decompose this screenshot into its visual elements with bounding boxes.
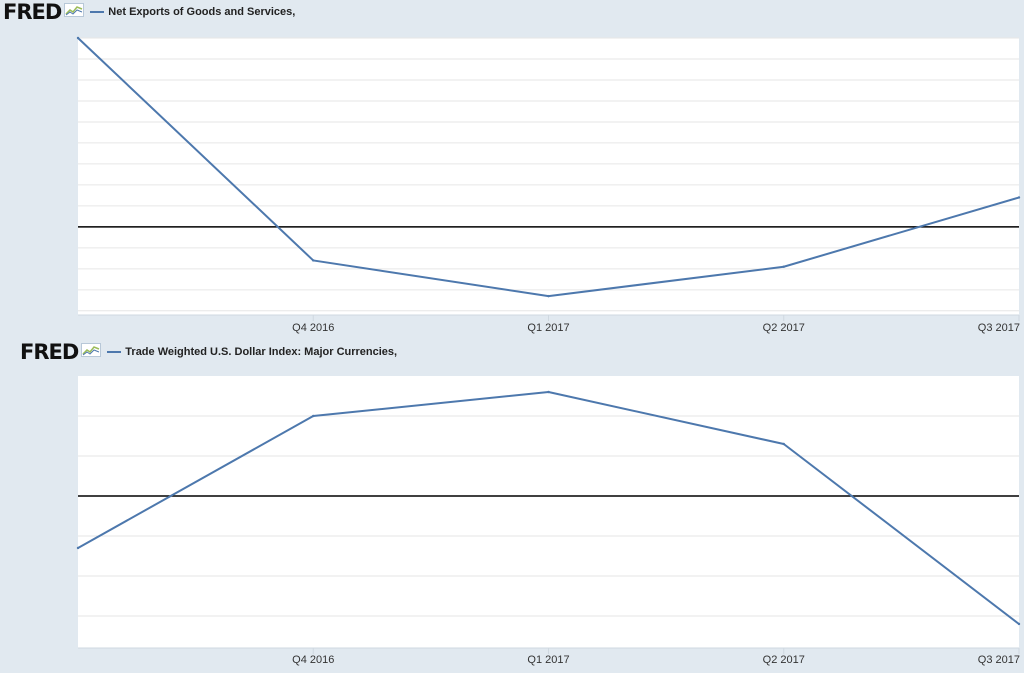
fred-logo: FRED xyxy=(20,339,79,364)
bottom-chart-header: FRED Trade Weighted U.S. Dollar Index: M… xyxy=(20,340,397,364)
net-exports-chart: Q4 2016 Q1 2017 Q2 2017 Q3 2017 xyxy=(76,36,1021,334)
dollar-index-chart: Q4 2016 Q1 2017 Q2 2017 Q3 2017 xyxy=(76,376,1021,666)
data-point[interactable] xyxy=(76,546,80,550)
fred-graph-icon xyxy=(64,2,85,22)
x-tick-label: Q1 2017 xyxy=(527,654,569,666)
legend-swatch xyxy=(107,351,122,353)
data-point[interactable] xyxy=(312,414,315,418)
x-tick-label: Q3 2017 xyxy=(978,654,1020,666)
data-point[interactable] xyxy=(547,390,550,394)
x-tick-label: Q1 2017 xyxy=(527,322,569,334)
x-tick-label: Q4 2016 xyxy=(292,322,334,334)
x-tick-label: Q3 2017 xyxy=(978,322,1020,334)
legend-label[interactable]: Net Exports of Goods and Services, xyxy=(108,6,296,18)
legend-label[interactable]: Trade Weighted U.S. Dollar Index: Major … xyxy=(125,346,398,358)
data-point[interactable] xyxy=(312,259,315,262)
fred-graph-icon xyxy=(81,342,102,362)
legend-swatch xyxy=(90,11,105,13)
data-point[interactable] xyxy=(782,442,785,446)
x-tick-label: Q2 2017 xyxy=(763,322,805,334)
top-chart-panel: FRED Net Exports of Goods and Services, … xyxy=(3,0,1021,334)
data-point[interactable] xyxy=(547,294,550,298)
data-point[interactable] xyxy=(1017,622,1021,626)
x-tick-label: Q4 2016 xyxy=(292,654,334,666)
bottom-chart-panel: FRED Trade Weighted U.S. Dollar Index: M… xyxy=(0,338,1024,673)
data-point[interactable] xyxy=(76,36,80,40)
data-point[interactable] xyxy=(1017,196,1021,199)
plot-area xyxy=(78,376,1019,648)
fred-logo: FRED xyxy=(3,0,62,24)
data-point[interactable] xyxy=(782,265,785,268)
top-chart-header: FRED Net Exports of Goods and Services, xyxy=(3,0,295,24)
x-tick-label: Q2 2017 xyxy=(763,654,805,666)
